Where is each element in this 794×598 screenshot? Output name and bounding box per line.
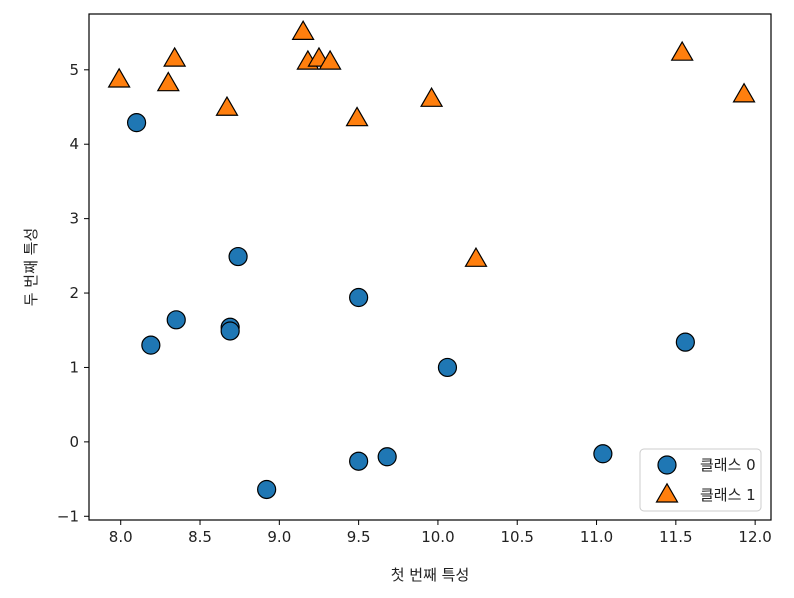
ticks-layer: 8.0 8.5 9.0 9.5 10.0 10.5 11.0 11.5 12.0 −1 0 1 2 3 4 5 — [57, 61, 772, 546]
x-tick-label: 10.0 — [421, 528, 454, 546]
data-point-class-0 — [257, 479, 277, 500]
y-tick-label: 5 — [69, 61, 79, 79]
data-point-class-0 — [349, 287, 369, 308]
x-tick-label: 8.5 — [188, 528, 212, 546]
y-tick-label: −1 — [57, 507, 79, 525]
data-point-class-0 — [228, 246, 248, 267]
x-axis-label: 첫 번째 특성 — [391, 566, 470, 584]
data-point-class-1 — [345, 106, 369, 127]
data-point-class-1 — [732, 82, 756, 103]
x-tick-label: 11.0 — [580, 528, 613, 546]
legend: 클래스 0 클래스 1 — [639, 448, 762, 512]
data-point-class-1 — [107, 67, 131, 88]
y-tick-label: 4 — [69, 135, 79, 153]
y-tick-label: 1 — [69, 358, 79, 376]
legend-marker-class-0 — [657, 455, 677, 475]
x-tick-label: 12.0 — [738, 528, 771, 546]
legend-marker-class-1 — [655, 482, 679, 503]
data-point-class-1 — [670, 40, 694, 61]
x-tick-label: 9.5 — [347, 528, 371, 546]
legend-label-class-0: 클래스 0 — [700, 456, 756, 474]
plot-frame — [88, 13, 772, 521]
data-point-class-0 — [675, 332, 695, 352]
data-point-class-1 — [156, 71, 180, 92]
y-tick-label: 3 — [69, 210, 79, 228]
data-point-class-1 — [291, 19, 315, 40]
data-point-class-0 — [437, 357, 458, 378]
data-point-class-0 — [349, 451, 369, 471]
data-point-class-0 — [126, 113, 147, 133]
data-point-class-0 — [593, 444, 613, 464]
x-tick-label: 8.0 — [109, 528, 133, 546]
legend-label-class-1: 클래스 1 — [700, 486, 756, 504]
data-point-class-0 — [220, 321, 240, 341]
data-point-class-1 — [420, 86, 444, 107]
data-point-class-1 — [318, 49, 342, 70]
points-layer — [107, 19, 756, 500]
y-axis-label: 두 번째 특성 — [22, 228, 40, 307]
data-point-class-0 — [141, 335, 161, 355]
data-point-class-0 — [377, 447, 397, 467]
y-tick-label: 2 — [69, 284, 79, 302]
data-point-class-1 — [464, 246, 488, 267]
data-point-class-1 — [163, 46, 187, 67]
x-tick-label: 10.5 — [501, 528, 534, 546]
data-point-class-0 — [166, 310, 186, 330]
data-point-class-1 — [215, 95, 239, 116]
y-tick-label: 0 — [69, 433, 79, 451]
x-tick-label: 11.5 — [659, 528, 692, 546]
x-tick-label: 9.0 — [267, 528, 291, 546]
